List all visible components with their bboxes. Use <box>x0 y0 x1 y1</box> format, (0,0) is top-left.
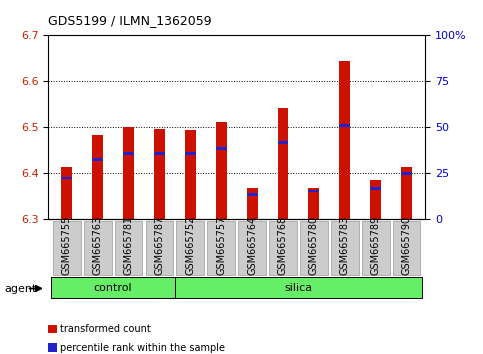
Bar <box>61 177 72 179</box>
FancyBboxPatch shape <box>238 221 266 275</box>
Text: GSM665764: GSM665764 <box>247 216 257 275</box>
Bar <box>247 193 257 195</box>
FancyBboxPatch shape <box>176 221 204 275</box>
Bar <box>216 122 227 219</box>
FancyBboxPatch shape <box>207 221 235 275</box>
Bar <box>309 189 319 192</box>
Bar <box>154 129 165 219</box>
Text: GSM665755: GSM665755 <box>62 216 72 275</box>
Text: silica: silica <box>284 282 313 293</box>
Text: transformed count: transformed count <box>60 324 151 334</box>
FancyBboxPatch shape <box>175 277 422 298</box>
Bar <box>92 158 103 161</box>
Text: GSM665752: GSM665752 <box>185 216 195 275</box>
FancyBboxPatch shape <box>53 221 81 275</box>
FancyBboxPatch shape <box>84 221 112 275</box>
Bar <box>340 124 350 126</box>
FancyBboxPatch shape <box>300 221 328 275</box>
Text: GSM665781: GSM665781 <box>124 216 134 275</box>
FancyBboxPatch shape <box>331 221 359 275</box>
Text: GSM665780: GSM665780 <box>309 216 319 275</box>
Bar <box>61 166 72 219</box>
Text: percentile rank within the sample: percentile rank within the sample <box>60 343 226 353</box>
Bar <box>370 187 381 189</box>
Bar <box>370 181 381 219</box>
FancyBboxPatch shape <box>145 221 173 275</box>
Bar <box>278 108 288 219</box>
Text: GSM665768: GSM665768 <box>278 216 288 275</box>
Bar <box>247 188 257 219</box>
Bar <box>401 166 412 219</box>
FancyBboxPatch shape <box>362 221 389 275</box>
Text: control: control <box>94 282 132 293</box>
Text: GDS5199 / ILMN_1362059: GDS5199 / ILMN_1362059 <box>48 13 212 27</box>
FancyBboxPatch shape <box>114 221 142 275</box>
Text: GSM665757: GSM665757 <box>216 216 226 275</box>
Text: GSM665787: GSM665787 <box>155 216 165 275</box>
Bar <box>216 147 227 149</box>
Bar <box>401 172 412 175</box>
Bar <box>123 127 134 219</box>
Bar <box>185 130 196 219</box>
Bar <box>340 61 350 219</box>
Text: agent: agent <box>5 284 37 293</box>
FancyBboxPatch shape <box>269 221 297 275</box>
Text: GSM665763: GSM665763 <box>93 216 103 275</box>
Bar <box>154 152 165 155</box>
Bar <box>123 152 134 155</box>
Text: GSM665789: GSM665789 <box>370 216 381 275</box>
Text: GSM665783: GSM665783 <box>340 216 350 275</box>
Bar <box>92 135 103 219</box>
Text: GSM665790: GSM665790 <box>401 216 412 275</box>
Bar <box>309 188 319 219</box>
Bar <box>278 141 288 144</box>
FancyBboxPatch shape <box>393 221 420 275</box>
Bar <box>185 152 196 155</box>
FancyBboxPatch shape <box>51 277 175 298</box>
